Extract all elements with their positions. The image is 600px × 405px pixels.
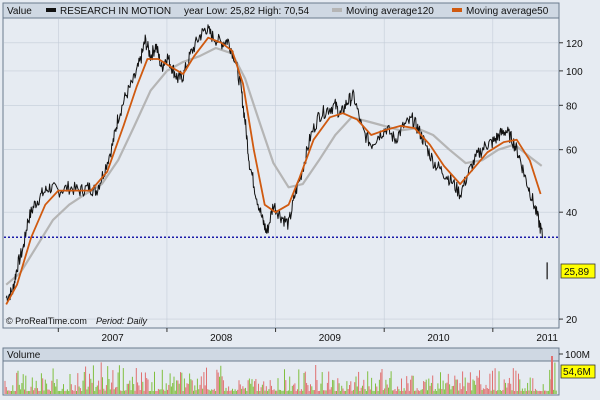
price-series-line — [5, 24, 544, 303]
copyright-text: © ProRealTime.com — [6, 316, 87, 326]
period-text: Period: Daily — [96, 316, 148, 326]
volume-title-bar — [2, 347, 560, 362]
x-tick-label: 2010 — [427, 333, 450, 344]
ma120-legend-swatch — [332, 8, 342, 12]
volume-axis-label: 100M — [565, 350, 590, 361]
x-tick-label: 2009 — [319, 333, 342, 344]
y-tick-label: 60 — [566, 146, 578, 157]
legend-bar — [2, 2, 560, 19]
current-price-label: 25,89 — [564, 267, 589, 278]
x-axis: 2007 2008 2009 2010 2011 — [57, 328, 558, 344]
y-tick-label: 40 — [566, 208, 578, 219]
series-name: RESEARCH IN MOTION — [60, 6, 171, 17]
x-tick-label: 2007 — [102, 333, 125, 344]
volume-bars — [4, 356, 557, 394]
ma120-series-line — [5, 46, 543, 286]
y-tick-label: 20 — [566, 315, 578, 326]
ma50-legend-label: Moving average50 — [466, 6, 549, 17]
y-tick-label: 100 — [566, 67, 583, 78]
price-legend-swatch — [46, 8, 56, 12]
y-tick-label: 80 — [566, 101, 578, 112]
volume-current-label: 54,6M — [563, 367, 591, 378]
volume-current-box — [560, 364, 596, 379]
volume-title: Volume — [7, 350, 41, 361]
x-tick-label: 2008 — [210, 333, 233, 344]
series-group — [5, 24, 548, 305]
y-axis: 20 40 60 80 100 120 — [559, 39, 583, 326]
ma50-series-line — [5, 36, 542, 305]
value-label: Value — [7, 6, 32, 17]
ma50-legend-swatch — [452, 8, 462, 12]
current-price-box — [560, 263, 596, 279]
ma120-legend-label: Moving average120 — [346, 6, 434, 17]
x-tick-label: 2011 — [536, 333, 558, 344]
year-stats: year Low: 25,82 High: 70,54 — [184, 6, 310, 17]
grid — [4, 19, 558, 327]
price-panel — [2, 2, 560, 329]
y-tick-label: 120 — [566, 39, 583, 50]
